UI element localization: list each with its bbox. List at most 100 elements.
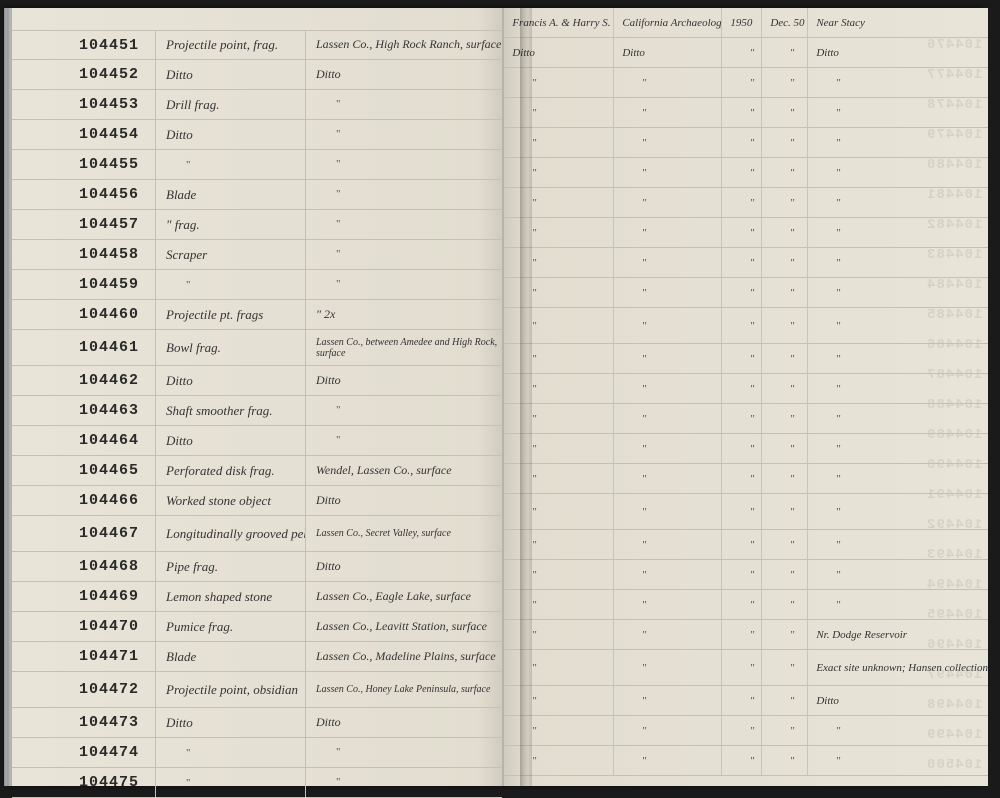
catalog-id: 104472 <box>12 672 156 707</box>
item-description: Pipe frag. <box>156 552 306 581</box>
item-location: Lassen Co., Madeline Plains, surface <box>306 642 502 671</box>
ledger-row-right: """"" <box>504 746 988 776</box>
right-col-5: " <box>808 128 988 157</box>
right-col-2: " <box>614 620 722 649</box>
right-col-5: Ditto <box>808 686 988 715</box>
ledger-row: 104456Blade" <box>12 180 502 210</box>
right-col-2: " <box>614 188 722 217</box>
right-col-3: " <box>722 98 762 127</box>
ledger-row: 104454Ditto" <box>12 120 502 150</box>
right-col-4: " <box>762 620 808 649</box>
ledger-row: 104469Lemon shaped stoneLassen Co., Eagl… <box>12 582 502 612</box>
right-col-3: " <box>722 344 762 373</box>
right-col-2: " <box>614 344 722 373</box>
right-col-3: " <box>722 128 762 157</box>
right-col-2: " <box>614 530 722 559</box>
right-col-5: " <box>808 218 988 247</box>
catalog-id: 104474 <box>12 738 156 767</box>
ledger-row-right: """"" <box>504 464 988 494</box>
ledger-row-right: """"" <box>504 158 988 188</box>
right-col-5: Near Stacy <box>808 8 988 37</box>
right-col-5: " <box>808 464 988 493</box>
right-col-2: California Archaeology Survey University… <box>614 8 722 37</box>
ledger-row-right: """"" <box>504 716 988 746</box>
catalog-id: 104455 <box>12 150 156 179</box>
ledger-row-right: """"" <box>504 494 988 530</box>
item-location: " <box>306 240 502 269</box>
right-col-5: " <box>808 278 988 307</box>
right-col-2: " <box>614 158 722 187</box>
right-col-4: " <box>762 494 808 529</box>
catalog-id: 104469 <box>12 582 156 611</box>
right-col-3: " <box>722 404 762 433</box>
right-col-4: " <box>762 650 808 685</box>
right-col-3: " <box>722 374 762 403</box>
right-col-4: " <box>762 560 808 589</box>
right-col-5: " <box>808 746 988 775</box>
item-description: Ditto <box>156 366 306 395</box>
right-col-2: " <box>614 494 722 529</box>
right-col-3: " <box>722 494 762 529</box>
right-col-4: " <box>762 590 808 619</box>
item-description: " <box>156 738 306 767</box>
left-page: 104451Projectile point, frag.Lassen Co.,… <box>12 8 504 786</box>
item-description: " <box>156 150 306 179</box>
ledger-row-right: """"" <box>504 308 988 344</box>
right-col-5: " <box>808 494 988 529</box>
item-description: Worked stone object <box>156 486 306 515</box>
item-description: Pumice frag. <box>156 612 306 641</box>
right-col-2: " <box>614 308 722 343</box>
right-col-5: " <box>808 248 988 277</box>
catalog-id: 104451 <box>12 31 156 59</box>
item-description: " <box>156 270 306 299</box>
right-col-5: " <box>808 716 988 745</box>
right-col-5: " <box>808 530 988 559</box>
ledger-row: 104468Pipe frag.Ditto <box>12 552 502 582</box>
item-description: Ditto <box>156 426 306 455</box>
item-location: Wendel, Lassen Co., surface <box>306 456 502 485</box>
item-description: Projectile pt. frags <box>156 300 306 329</box>
ledger-row-right: """"" <box>504 530 988 560</box>
right-col-2: " <box>614 464 722 493</box>
right-col-2: " <box>614 68 722 97</box>
right-col-5: " <box>808 434 988 463</box>
item-location: Lassen Co., Honey Lake Peninsula, surfac… <box>306 672 502 707</box>
catalog-id: 104462 <box>12 366 156 395</box>
item-description: Blade <box>156 180 306 209</box>
right-col-5: " <box>808 374 988 403</box>
right-col-3: " <box>722 218 762 247</box>
ledger-row-right: """"" <box>504 188 988 218</box>
item-location: " <box>306 90 502 119</box>
ledger-row-right: """"" <box>504 98 988 128</box>
right-col-5: " <box>808 344 988 373</box>
right-col-4: " <box>762 158 808 187</box>
right-col-3: " <box>722 620 762 649</box>
right-col-5: Exact site unknown; Hansen collection <box>808 650 988 685</box>
right-col-2: " <box>614 650 722 685</box>
catalog-id: 104457 <box>12 210 156 239</box>
right-col-3: " <box>722 308 762 343</box>
item-description: Perforated disk frag. <box>156 456 306 485</box>
right-col-3: " <box>722 560 762 589</box>
right-col-3: " <box>722 434 762 463</box>
right-col-3: " <box>722 716 762 745</box>
right-col-2: " <box>614 278 722 307</box>
ledger-row-right: """"" <box>504 374 988 404</box>
right-col-2: " <box>614 590 722 619</box>
ledger-row: 104467Longitudinally grooved pebbleLasse… <box>12 516 502 552</box>
item-description: Projectile point, obsidian <box>156 672 306 707</box>
right-col-2: " <box>614 218 722 247</box>
right-col-3: " <box>722 530 762 559</box>
right-col-4: " <box>762 248 808 277</box>
ledger-row: 104463Shaft smoother frag." <box>12 396 502 426</box>
right-col-3: " <box>722 248 762 277</box>
item-description: Drill frag. <box>156 90 306 119</box>
catalog-id: 104459 <box>12 270 156 299</box>
item-location: " <box>306 396 502 425</box>
right-col-3: " <box>722 278 762 307</box>
catalog-id: 104470 <box>12 612 156 641</box>
catalog-id: 104454 <box>12 120 156 149</box>
ledger-row: 104451Projectile point, frag.Lassen Co.,… <box>12 30 502 60</box>
ledger-row-right: """"" <box>504 278 988 308</box>
item-location: Ditto <box>306 486 502 515</box>
